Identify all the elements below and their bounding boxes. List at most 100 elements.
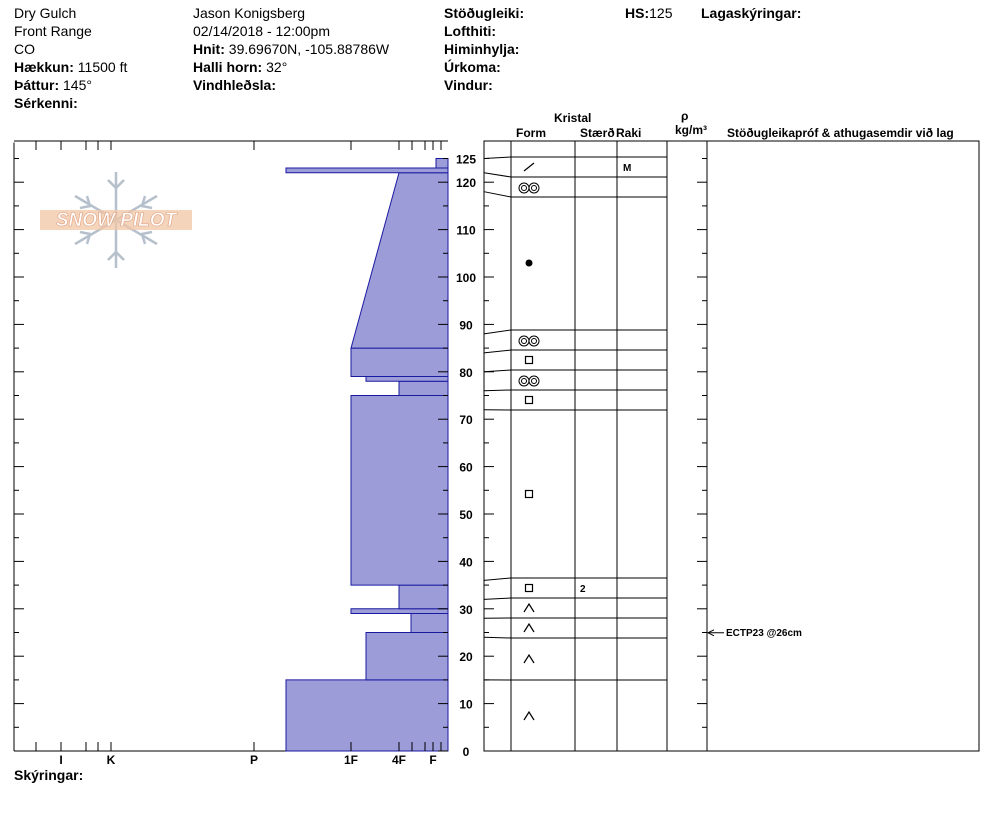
layer-connector bbox=[483, 389, 512, 392]
hardness-tick-label: F bbox=[429, 753, 436, 767]
tests-header: Stöðugleikapróf & athugasemdir við lag bbox=[727, 126, 954, 140]
layer-connector bbox=[483, 172, 512, 178]
hardness-bar bbox=[285, 679, 449, 752]
hardness-bar bbox=[410, 613, 449, 633]
stability-label: Stöðugleiki: bbox=[444, 5, 525, 21]
layer-connector bbox=[483, 349, 512, 354]
depth-tick-label: 90 bbox=[459, 318, 473, 332]
hs-label: HS: bbox=[625, 5, 650, 21]
hs-value: 125 bbox=[649, 5, 673, 21]
wind-loading-label: Vindhleðsla: bbox=[193, 77, 276, 93]
melt-form-icon bbox=[528, 335, 540, 347]
hardness-bar bbox=[350, 347, 449, 378]
coords-value: 39.69670N, -105.88786W bbox=[228, 41, 390, 57]
layer-connector bbox=[483, 369, 512, 373]
faceted-icon bbox=[524, 489, 534, 499]
depth-tick-label: 0 bbox=[463, 745, 470, 759]
layer-connector bbox=[483, 156, 512, 159]
faceted-icon bbox=[524, 355, 534, 365]
hardness-tick-label: K bbox=[107, 753, 116, 767]
range: Front Range bbox=[14, 23, 92, 39]
wind-label: Vindur: bbox=[444, 77, 493, 93]
melt-form-icon bbox=[518, 335, 530, 347]
hardness-tick-label: 1F bbox=[344, 753, 358, 767]
melt-form-icon bbox=[521, 378, 527, 384]
logo-text: SNOW PILOT bbox=[56, 210, 178, 231]
layer-connector bbox=[483, 636, 512, 639]
depth-tick-label: 50 bbox=[459, 508, 473, 522]
coords-label: Hnit: bbox=[193, 41, 225, 57]
hardness-tick-label: P bbox=[250, 753, 258, 767]
depth-tick-label: 30 bbox=[459, 603, 473, 617]
depth-tick-label: 110 bbox=[456, 224, 476, 238]
slope-label: Halli horn: bbox=[193, 59, 263, 75]
melt-form-icon bbox=[528, 182, 540, 194]
depth-tick-label: 10 bbox=[459, 698, 473, 712]
depth-hoar-icon bbox=[523, 653, 535, 664]
stability-test-label: ECTP23 @26cm bbox=[726, 628, 802, 639]
layer-connector bbox=[483, 597, 512, 600]
features-label: Sérkenni: bbox=[14, 95, 78, 111]
hardness-bar bbox=[350, 608, 449, 615]
depth-hoar-icon bbox=[523, 710, 535, 721]
hardness-tick-label: I bbox=[59, 753, 62, 767]
hardness-bar bbox=[350, 395, 449, 586]
faceted-icon bbox=[524, 583, 534, 593]
slope: Halli horn: 32° bbox=[193, 59, 287, 75]
hs: HS:125 bbox=[625, 5, 672, 21]
melt-form-icon bbox=[518, 182, 530, 194]
legend-label: Skýringar: bbox=[14, 767, 84, 783]
layer-connector bbox=[483, 329, 512, 335]
aspect: Þáttur: 145° bbox=[14, 77, 92, 93]
air-temp-label: Lofthiti: bbox=[444, 23, 497, 39]
elevation-value: 11500 ft bbox=[77, 59, 128, 75]
depth-tick-label: 60 bbox=[459, 461, 473, 475]
depth-hoar-icon bbox=[523, 622, 535, 633]
graupel-icon bbox=[525, 259, 533, 267]
elevation: Hækkun: 11500 ft bbox=[14, 59, 127, 75]
hardness-tick-label: 4F bbox=[392, 753, 406, 767]
stability-test-arrowhead bbox=[706, 629, 715, 637]
observer: Jason Konigsberg bbox=[193, 5, 306, 21]
depth-tick-label: 40 bbox=[459, 555, 473, 569]
crystal-header: Kristal bbox=[554, 111, 592, 125]
hardness-bar bbox=[398, 380, 449, 396]
hardness-bar bbox=[435, 158, 449, 169]
slope-value: 32° bbox=[266, 59, 288, 75]
layer-table-frame bbox=[483, 140, 980, 752]
hardness-bar bbox=[365, 376, 449, 382]
hardness-bar bbox=[350, 172, 449, 349]
location: Dry Gulch bbox=[14, 5, 77, 21]
faceted-icon bbox=[524, 395, 534, 405]
depth-tick-label: 125 bbox=[456, 153, 476, 167]
form-header: Form bbox=[516, 126, 546, 140]
aspect-label: Þáttur: bbox=[14, 77, 60, 93]
melt-form-icon bbox=[531, 338, 537, 344]
depth-tick-label: 120 bbox=[456, 176, 476, 190]
melt-form-icon bbox=[531, 185, 537, 191]
moisture-header: Raki bbox=[616, 126, 642, 140]
snowpilot-logo: SNOW PILOT bbox=[40, 172, 192, 268]
melt-form-icon bbox=[521, 338, 527, 344]
hardness-bar bbox=[398, 584, 449, 610]
elevation-label: Hækkun: bbox=[14, 59, 74, 75]
moisture-label: M bbox=[623, 163, 631, 174]
state: CO bbox=[14, 41, 35, 57]
hardness-bar bbox=[285, 167, 449, 174]
depth-tick-label: 80 bbox=[459, 366, 473, 380]
density-unit-header: kg/m³ bbox=[675, 123, 708, 137]
layer-connector bbox=[483, 577, 512, 581]
layer-notes-label: Lagaskýringar: bbox=[701, 5, 802, 21]
sky-label: Himinhylja: bbox=[444, 41, 520, 57]
depth-tick-label: 70 bbox=[459, 413, 473, 427]
coordinates: Hnit: 39.69670N, -105.88786W bbox=[193, 41, 389, 57]
precip-label: Úrkoma: bbox=[444, 59, 501, 75]
hardness-bar bbox=[365, 632, 449, 681]
rho-header: ρ bbox=[681, 109, 689, 123]
layer-connector bbox=[483, 191, 512, 198]
datetime: 02/14/2018 - 12:00pm bbox=[193, 23, 330, 39]
aspect-value: 145° bbox=[63, 77, 92, 93]
melt-form-icon bbox=[531, 378, 537, 384]
depth-hoar-icon bbox=[523, 602, 535, 613]
size-header: Stærð bbox=[580, 126, 615, 140]
